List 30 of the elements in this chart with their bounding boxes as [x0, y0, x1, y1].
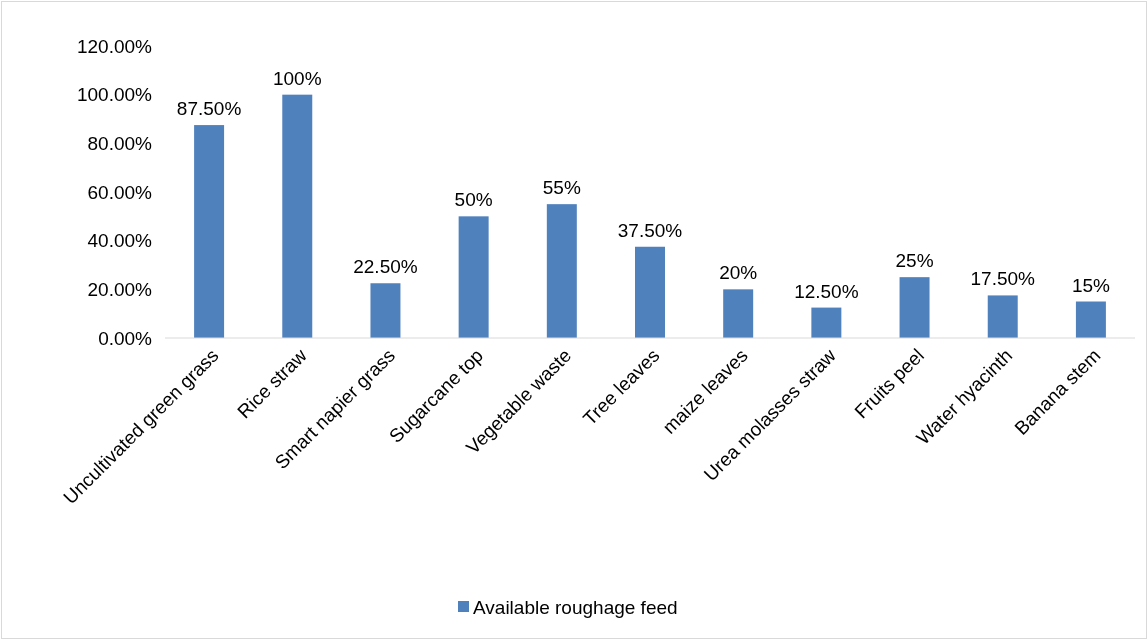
y-tick-label: 0.00% — [98, 327, 153, 349]
data-label: 17.50% — [970, 268, 1036, 290]
data-label: 37.50% — [617, 219, 683, 241]
data-label: 100% — [272, 67, 322, 89]
bar — [546, 204, 577, 338]
y-tick-label: 80.00% — [87, 132, 153, 154]
bar — [723, 289, 754, 338]
data-label: 87.50% — [176, 98, 242, 120]
bar — [194, 125, 225, 338]
y-tick-label: 20.00% — [87, 278, 153, 300]
bar — [458, 216, 489, 338]
y-tick-label: 40.00% — [87, 230, 153, 252]
data-label: 55% — [542, 177, 581, 199]
data-label: 50% — [454, 189, 493, 211]
bar — [635, 246, 665, 338]
data-label: 15% — [1071, 274, 1111, 296]
bar — [899, 277, 930, 338]
data-label: 25% — [895, 250, 934, 272]
y-tick-label: 100.00% — [76, 84, 153, 106]
bar — [811, 307, 842, 338]
bar — [282, 94, 313, 338]
bar — [370, 283, 401, 338]
bar — [987, 295, 1018, 338]
y-tick-label: 60.00% — [87, 181, 153, 203]
legend-label: Available roughage feed — [473, 596, 678, 618]
data-label: 22.50% — [353, 256, 418, 278]
y-tick-label: 120.00% — [76, 35, 153, 57]
data-label: 20% — [719, 262, 758, 284]
bar — [1075, 301, 1106, 338]
data-label: 12.50% — [794, 280, 859, 302]
